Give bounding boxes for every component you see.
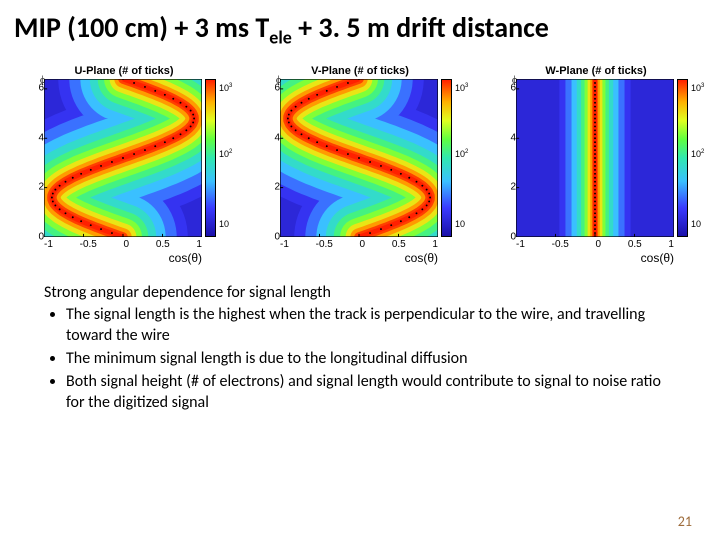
colorbar-tick-label: 102 [455, 149, 468, 159]
colorbar-gradient [205, 79, 216, 237]
title-sub: ele [269, 27, 292, 49]
charts-row: U-Plane (# of ticks)0246ϕ-1-0.500.51cos(… [0, 53, 720, 269]
x-tick-label: 0.5 [156, 239, 170, 250]
y-axis-label: ϕ [276, 75, 281, 86]
summary-lead: Strong angular dependence for signal len… [44, 283, 676, 304]
plot-wrap: 0246ϕ -1 -0.5 0 0.5 1cos(θ) 10310210 [504, 79, 688, 265]
colorbar: 10310210 [205, 79, 216, 237]
page-number: 21 [678, 513, 692, 530]
plot-wrap: 0246ϕ -1 -0.5 0 0.5 1cos(θ) 10310210 [32, 79, 216, 265]
x-tick-label: 0.5 [628, 239, 642, 250]
colorbar-tick-label: 103 [455, 83, 468, 93]
x-tick-label: 0 [596, 239, 602, 250]
y-ticks: 0246 [268, 79, 280, 237]
x-axis-label: cos(θ) [44, 250, 202, 265]
x-tick-label: 0 [360, 239, 366, 250]
summary-bullet: The minimum signal length is due to the … [66, 349, 676, 370]
colorbar-tick-label: 102 [219, 149, 232, 159]
chart-1: V-Plane (# of ticks) 0246ϕ -1 -0.5 0 0.5 1cos(… [268, 65, 452, 265]
x-ticks: -1 -0.5 0 0.5 1 [44, 237, 202, 250]
plot-wrap: 0246ϕ -1 -0.5 0 0.5 1cos(θ) 10310210 [268, 79, 452, 265]
x-ticks: -1 -0.5 0 0.5 1 [516, 237, 674, 250]
colorbar: 10310210 [677, 79, 688, 237]
y-axis-label: ϕ [40, 75, 45, 86]
summary-bullet: Both signal height (# of electrons) and … [66, 372, 676, 414]
colorbar-tick-label: 10 [219, 219, 229, 229]
x-axis-label: cos(θ) [516, 250, 674, 265]
summary-bullet: The signal length is the highest when th… [66, 305, 676, 347]
y-ticks: 0246 [32, 79, 44, 237]
chart-title: W-Plane (# of ticks) [504, 65, 688, 77]
chart-title: V-Plane (# of ticks) [268, 65, 452, 77]
colorbar: 10310210 [441, 79, 452, 237]
chart-title: U-Plane (# of ticks) [32, 65, 216, 77]
x-tick-label: -0.5 [80, 239, 97, 250]
summary-block: Strong angular dependence for signal len… [0, 269, 720, 420]
colorbar-tick-label: 10 [455, 219, 465, 229]
x-tick-label: -1 [44, 239, 53, 250]
colorbar-gradient [441, 79, 452, 237]
heatmap-plot: ϕ [516, 79, 674, 237]
y-ticks: 0246 [504, 79, 516, 237]
chart-2: W-Plane (# of ticks) 0246ϕ -1 -0.5 0 0.5 1cos(… [504, 65, 688, 265]
title-part2: + 3. 5 m drift distance [292, 10, 549, 45]
x-tick-label: 0.5 [392, 239, 406, 250]
title-part1: MIP (100 cm) + 3 ms T [14, 10, 269, 45]
x-axis-label: cos(θ) [280, 250, 438, 265]
x-tick-label: -1 [516, 239, 525, 250]
x-tick-label: -1 [280, 239, 289, 250]
x-ticks: -1 -0.5 0 0.5 1 [280, 237, 438, 250]
colorbar-tick-label: 102 [691, 149, 704, 159]
colorbar-gradient [677, 79, 688, 237]
x-tick-label: 1 [668, 239, 674, 250]
heatmap-plot: ϕ [280, 79, 438, 237]
x-tick-label: -0.5 [316, 239, 333, 250]
colorbar-tick-label: 103 [691, 83, 704, 93]
x-tick-label: 0 [124, 239, 130, 250]
x-tick-label: -0.5 [552, 239, 569, 250]
summary-list: The signal length is the highest when th… [44, 305, 676, 413]
colorbar-tick-label: 103 [219, 83, 232, 93]
x-tick-label: 1 [432, 239, 438, 250]
x-tick-label: 1 [196, 239, 202, 250]
chart-0: U-Plane (# of ticks) 0246ϕ -1 -0.5 0 0.5 1cos(… [32, 65, 216, 265]
slide-title: MIP (100 cm) + 3 ms Tele + 3. 5 m drift … [0, 0, 720, 53]
colorbar-tick-label: 10 [691, 219, 701, 229]
y-axis-label: ϕ [512, 75, 517, 86]
heatmap-plot: ϕ [44, 79, 202, 237]
